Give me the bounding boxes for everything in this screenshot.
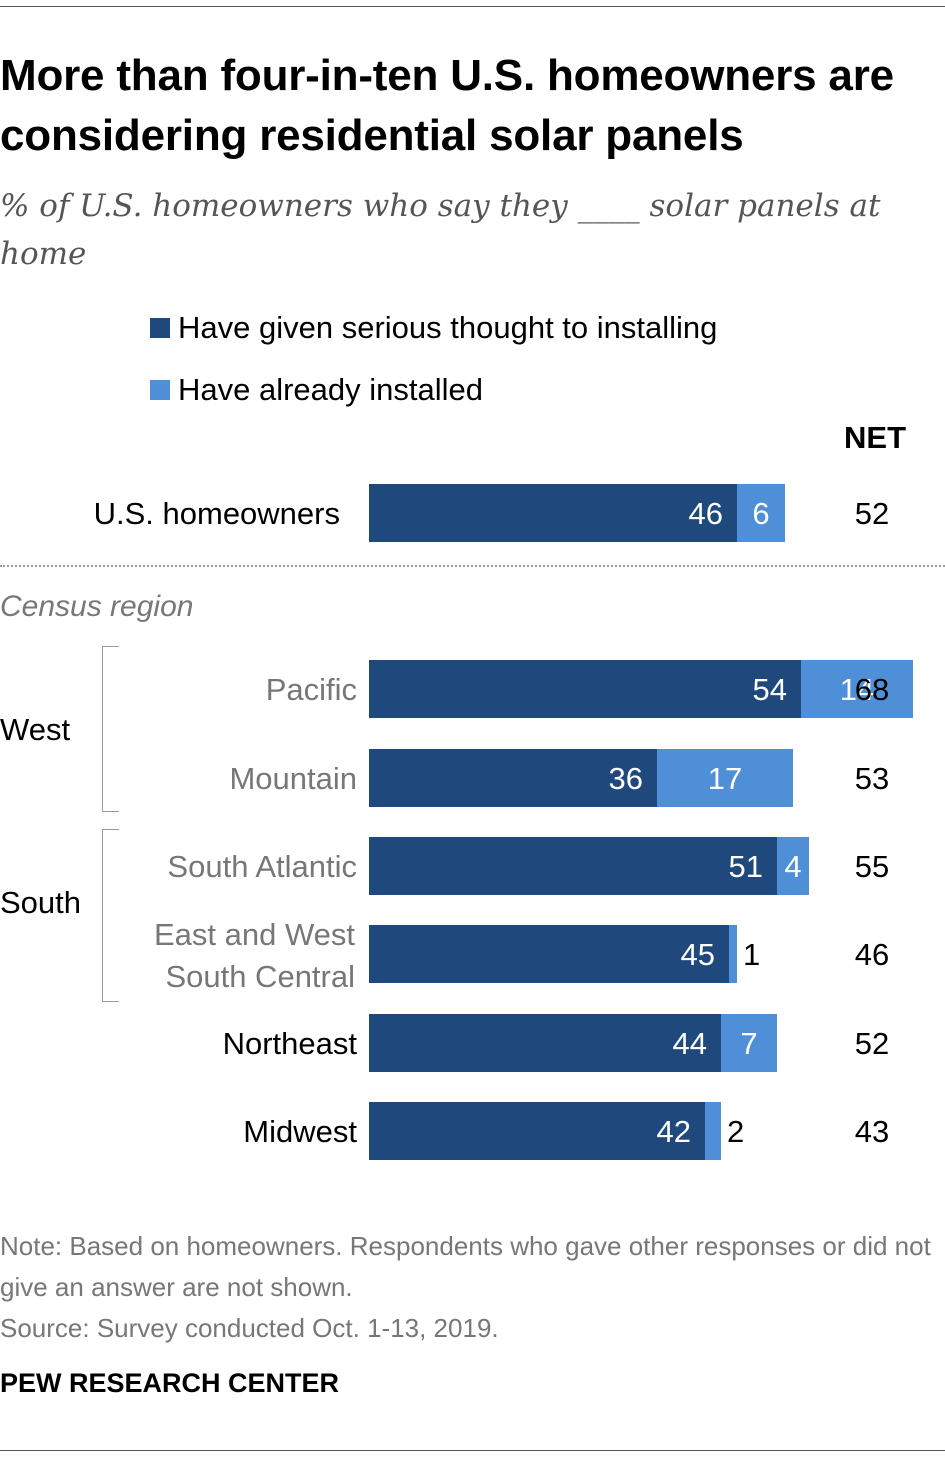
bottom-rule — [0, 1450, 945, 1451]
bar-installed-midwest — [705, 1102, 721, 1160]
bar-considering-ew-south-central — [369, 925, 729, 983]
bar-installed-us-homeowners — [737, 484, 785, 542]
value-label-considering-northeast: 44 — [673, 1026, 707, 1061]
net-value-northeast: 52 — [855, 1026, 889, 1061]
bar-considering-pacific — [369, 660, 801, 718]
net-value-pacific: 68 — [855, 672, 889, 707]
value-label-considering-south-atlantic: 51 — [729, 849, 763, 884]
bar-installed-south-atlantic — [777, 837, 809, 895]
bar-installed-mountain — [657, 749, 793, 807]
category-label-pacific: Pacific — [266, 672, 357, 707]
bar-considering-us-homeowners — [369, 484, 737, 542]
bar-installed-pacific — [801, 660, 913, 718]
value-label-installed-ew-south-central: 1 — [743, 937, 760, 972]
category-label-mountain: Mountain — [229, 761, 357, 796]
net-value-mountain: 53 — [855, 761, 889, 796]
value-label-considering-mountain: 36 — [609, 761, 643, 796]
category-label-us-homeowners: U.S. homeowners — [94, 496, 340, 531]
chart-note: Note: Based on homeowners. Respondents w… — [0, 1231, 931, 1302]
net-value-us-homeowners: 52 — [855, 496, 889, 531]
bracket-south — [102, 829, 119, 1002]
chart-subtitle: % of U.S. homeowners who say they ____ s… — [0, 188, 881, 272]
group-label-west: West — [0, 712, 71, 747]
chart-title: More than four-in-ten U.S. homeowners ar… — [0, 51, 894, 160]
net-value-south-atlantic: 55 — [855, 849, 889, 884]
value-label-installed-mountain: 17 — [708, 761, 742, 796]
net-value-midwest: 43 — [855, 1114, 889, 1149]
bracket-west — [102, 646, 119, 812]
legend-label-considering: Have given serious thought to installing — [178, 310, 718, 345]
chart-source: Source: Survey conducted Oct. 1-13, 2019… — [0, 1313, 499, 1343]
value-label-considering-midwest: 42 — [657, 1114, 691, 1149]
value-label-installed-us-homeowners: 6 — [752, 496, 769, 531]
value-label-installed-pacific: 14 — [840, 672, 874, 707]
value-label-considering-pacific: 54 — [753, 672, 787, 707]
value-label-installed-midwest: 2 — [727, 1114, 744, 1149]
category-label-south-atlantic: South Atlantic — [167, 849, 357, 884]
legend-swatch-considering — [150, 318, 170, 338]
bar-considering-northeast — [369, 1014, 721, 1072]
bar-installed-ew-south-central — [729, 925, 737, 983]
bar-considering-mountain — [369, 749, 657, 807]
census-region-label: Census region — [0, 590, 194, 623]
value-label-considering-us-homeowners: 46 — [689, 496, 723, 531]
category-label-ew-south-central-line2: South Central — [165, 959, 355, 994]
category-label-midwest: Midwest — [243, 1114, 357, 1149]
bar-considering-midwest — [369, 1102, 705, 1160]
legend-label-installed: Have already installed — [178, 372, 484, 407]
legend-swatch-installed — [150, 380, 170, 400]
pew-logo: PEW RESEARCH CENTER — [0, 1368, 340, 1398]
legend-item-installed: Have already installed — [150, 370, 483, 410]
value-label-installed-south-atlantic: 4 — [784, 849, 801, 884]
net-column-header: NET — [844, 420, 906, 455]
dotted-divider — [0, 565, 945, 567]
bar-installed-northeast — [721, 1014, 777, 1072]
value-label-installed-northeast: 7 — [740, 1026, 757, 1061]
top-rule — [0, 6, 945, 7]
legend-item-considering: Have given serious thought to installing — [150, 308, 717, 348]
value-label-considering-ew-south-central: 45 — [681, 937, 715, 972]
bar-considering-south-atlantic — [369, 837, 777, 895]
net-value-ew-south-central: 46 — [855, 937, 889, 972]
category-label-northeast: Northeast — [223, 1026, 358, 1061]
group-label-south: South — [0, 885, 82, 920]
category-label-ew-south-central-line1: East and West — [154, 917, 355, 952]
